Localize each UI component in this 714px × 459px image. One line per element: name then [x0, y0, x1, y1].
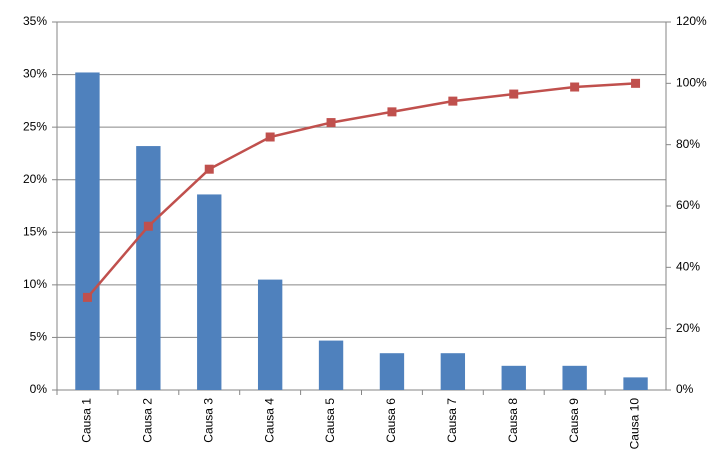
marker: [204, 164, 214, 174]
marker: [143, 221, 153, 231]
bar: [440, 353, 466, 390]
bar: [318, 340, 344, 390]
bar: [379, 353, 405, 390]
y-tick-label: 15%: [23, 224, 47, 238]
marker: [326, 118, 336, 128]
y-tick-label: 35%: [23, 14, 47, 28]
x-tick-label: Causa 6: [384, 398, 398, 443]
y-tick-label: 30%: [23, 67, 47, 81]
x-tick-label: Causa 7: [445, 398, 459, 443]
marker: [570, 82, 580, 92]
x-tick-label: Causa 5: [323, 398, 337, 443]
y2-tick-label: 40%: [676, 260, 700, 274]
y-tick-label: 0%: [30, 382, 48, 396]
x-tick-label: Causa 4: [262, 398, 276, 443]
x-tick-label: Causa 9: [567, 398, 581, 443]
bar: [562, 365, 587, 390]
y-tick-label: 10%: [23, 277, 47, 291]
bar: [197, 194, 222, 390]
y-tick-label: 5%: [30, 330, 48, 344]
bar: [136, 146, 161, 390]
marker: [82, 292, 92, 302]
bar: [257, 279, 283, 390]
x-tick-label: Causa 1: [80, 398, 94, 443]
x-tick-label: Causa 8: [506, 398, 520, 443]
bar: [501, 365, 526, 390]
bar: [75, 72, 100, 391]
y2-tick-label: 60%: [676, 198, 700, 212]
x-tick-label: Causa 10: [628, 398, 642, 450]
marker: [631, 78, 641, 88]
y2-tick-label: 80%: [676, 137, 700, 151]
y2-tick-label: 0%: [676, 382, 694, 396]
marker: [265, 132, 275, 142]
line: [86, 82, 636, 299]
x-tick-label: Causa 3: [201, 398, 215, 443]
marker: [448, 96, 458, 106]
y-tick-label: 20%: [23, 172, 47, 186]
marker: [509, 89, 519, 99]
y2-tick-label: 20%: [676, 321, 700, 335]
marker: [387, 107, 397, 117]
y2-tick-label: 120%: [676, 14, 707, 28]
y-tick-label: 25%: [23, 119, 47, 133]
bar: [623, 377, 648, 390]
x-tick-label: Causa 2: [141, 398, 155, 443]
y2-tick-label: 100%: [676, 76, 707, 90]
